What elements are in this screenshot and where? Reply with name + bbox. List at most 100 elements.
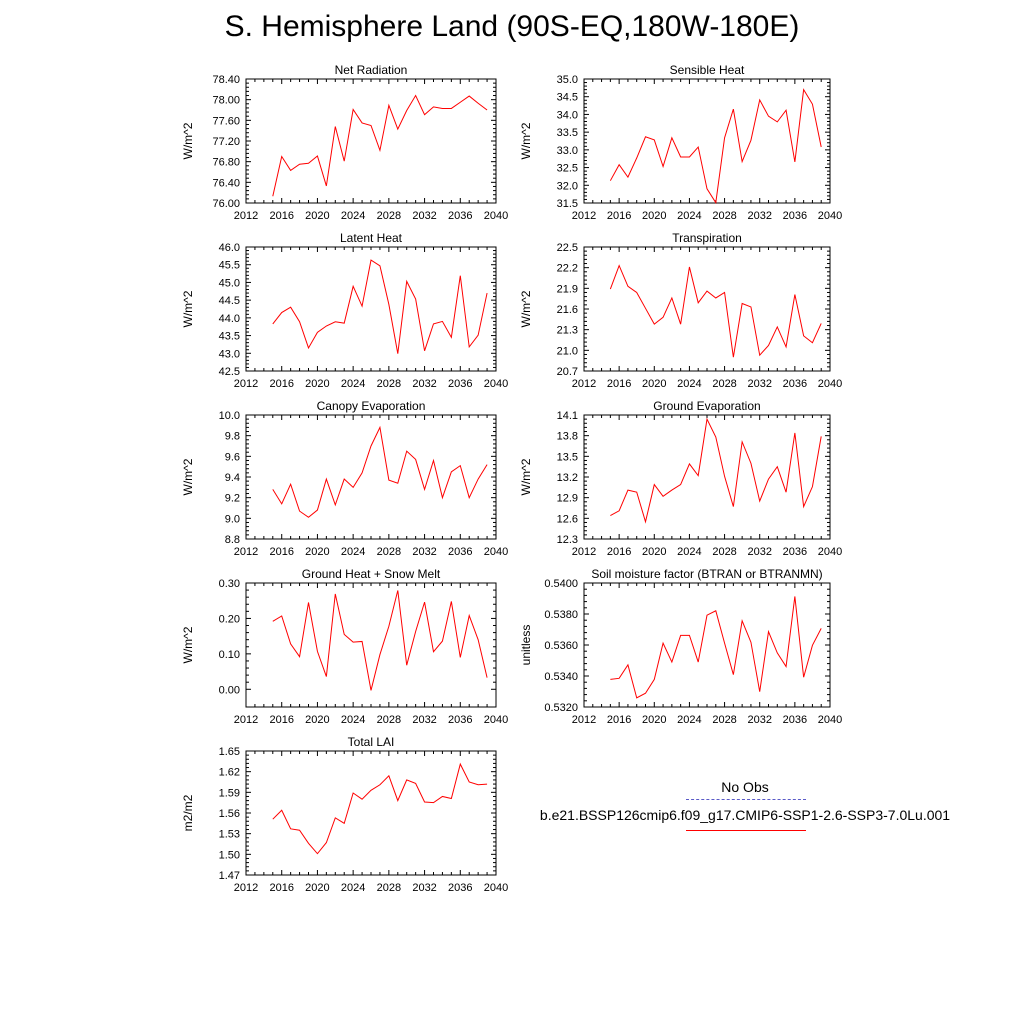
panel-2-xtick-label: 2028 — [712, 210, 736, 222]
legend-model-label: b.e21.BSSP126cmip6.f09_g17.CMIP6-SSP1-2.… — [539, 807, 951, 823]
panel-4-ytick-label: 21.0 — [557, 345, 578, 357]
panel-1-ytick-label: 77.60 — [212, 115, 240, 127]
panel-3-ytick-label: 46.0 — [219, 242, 240, 254]
panel-7-ytick-label: 0.30 — [219, 578, 240, 590]
panel-2-ytick-label: 35.0 — [557, 74, 578, 86]
panel-6-ytick-label: 13.2 — [557, 472, 578, 484]
panel-6-xtick-label: 2036 — [783, 546, 807, 558]
panel-3-ytick-label: 43.0 — [219, 348, 240, 360]
panel-4-frame — [583, 246, 831, 372]
panel-9-ytick-label: 1.47 — [219, 870, 240, 882]
panel-4-ylabel: W/m^2 — [519, 290, 533, 327]
panel-2-xtick-label: 2016 — [607, 210, 631, 222]
panel-3-ytick-label: 44.5 — [219, 295, 240, 307]
panel-4-ytick-label: 20.7 — [557, 366, 578, 378]
panel-2-series-line — [609, 88, 822, 205]
legend-obs-line — [686, 799, 806, 800]
panel-3-ylabel: W/m^2 — [181, 290, 195, 327]
panel-4-ytick-label: 21.3 — [557, 325, 578, 337]
panel-6-xtick-label: 2024 — [677, 546, 701, 558]
panel-1-ylabel: W/m^2 — [181, 122, 195, 159]
panel-6-ytick-label: 13.5 — [557, 451, 578, 463]
panel-5-xtick-label: 2040 — [484, 546, 508, 558]
panel-1-xtick-label: 2032 — [412, 210, 436, 222]
panel-7-xtick-label: 2012 — [234, 714, 258, 726]
panel-5-ytick-label: 9.6 — [225, 451, 240, 463]
panel-4-xtick-label: 2036 — [783, 378, 807, 390]
panel-7-xtick-label: 2040 — [484, 714, 508, 726]
panel-5-xtick-label: 2012 — [234, 546, 258, 558]
panel-4-xtick-label: 2024 — [677, 378, 701, 390]
panel-8-xtick-label: 2032 — [747, 714, 771, 726]
panel-2-xtick-label: 2040 — [818, 210, 842, 222]
panel-8-xtick-label: 2020 — [642, 714, 666, 726]
panel-2-title: Sensible Heat — [670, 63, 745, 77]
panel-7-title: Ground Heat + Snow Melt — [302, 567, 441, 581]
legend-model-line — [686, 830, 806, 831]
panel-7-xtick-label: 2032 — [412, 714, 436, 726]
panel-2-xtick-label: 2032 — [747, 210, 771, 222]
panel-4-ytick-label: 22.5 — [557, 242, 578, 254]
panel-3-ytick-label: 42.5 — [219, 366, 240, 378]
figure-title: S. Hemisphere Land (90S-EQ,180W-180E) — [224, 10, 800, 43]
panel-8-ytick-label: 0.5360 — [544, 640, 578, 652]
panel-7-xtick-label: 2036 — [448, 714, 472, 726]
panel-3-series-line — [272, 259, 488, 354]
panel-5-series-line — [272, 425, 488, 518]
panel-7-ytick-label: 0.20 — [219, 613, 240, 625]
panel-2-ytick-label: 34.5 — [557, 92, 578, 104]
panel-2-ytick-label: 32.5 — [557, 163, 578, 175]
panel-5-xtick-label: 2032 — [412, 546, 436, 558]
panel-1-frame — [245, 78, 497, 204]
panel-4-xtick-label: 2012 — [572, 378, 596, 390]
panel-1-ytick-label: 77.20 — [212, 136, 240, 148]
panel-5-ytick-label: 9.8 — [225, 431, 240, 443]
panel-9-xtick-label: 2016 — [269, 882, 293, 894]
panel-5-xtick-label: 2020 — [305, 546, 329, 558]
panel-3-xtick-label: 2032 — [412, 378, 436, 390]
panel-2-xtick-label: 2036 — [783, 210, 807, 222]
panel-6-xtick-label: 2012 — [572, 546, 596, 558]
panel-1-xtick-label: 2024 — [341, 210, 365, 222]
panel-6-frame — [583, 414, 831, 540]
panel-7-xtick-label: 2024 — [341, 714, 365, 726]
panel-8-title: Soil moisture factor (BTRAN or BTRANMN) — [591, 567, 822, 581]
panel-8-xtick-label: 2036 — [783, 714, 807, 726]
panel-9-xtick-label: 2020 — [305, 882, 329, 894]
panel-1-ytick-label: 76.00 — [212, 198, 240, 210]
panel-6-xtick-label: 2040 — [818, 546, 842, 558]
panel-1-xtick-label: 2040 — [484, 210, 508, 222]
panel-9-xtick-label: 2040 — [484, 882, 508, 894]
panel-9-xtick-label: 2036 — [448, 882, 472, 894]
panel-6-ytick-label: 13.8 — [557, 431, 578, 443]
panel-6-ytick-label: 12.3 — [557, 534, 578, 546]
panel-7-ylabel: W/m^2 — [181, 626, 195, 663]
panel-6-ytick-label: 14.1 — [557, 410, 578, 422]
panel-3-xtick-label: 2036 — [448, 378, 472, 390]
panel-4-xtick-label: 2020 — [642, 378, 666, 390]
panel-1-ytick-label: 76.40 — [212, 177, 240, 189]
panel-7-xtick-label: 2020 — [305, 714, 329, 726]
panel-8-frame — [583, 582, 831, 708]
panel-5-xtick-label: 2024 — [341, 546, 365, 558]
panel-5-xtick-label: 2016 — [269, 546, 293, 558]
panel-2-xtick-label: 2020 — [642, 210, 666, 222]
panel-2-ytick-label: 32.0 — [557, 180, 578, 192]
panel-8-ytick-label: 0.5340 — [544, 671, 578, 683]
panel-4-xtick-label: 2028 — [712, 378, 736, 390]
panel-1-series-line — [272, 94, 488, 197]
panel-4-series-line — [609, 264, 822, 358]
panel-9-ytick-label: 1.62 — [219, 767, 240, 779]
panel-3-xtick-label: 2028 — [377, 378, 401, 390]
panel-6-series-line — [610, 417, 822, 524]
panel-1-xtick-label: 2036 — [448, 210, 472, 222]
panel-5-xtick-label: 2028 — [377, 546, 401, 558]
panel-8-xtick-label: 2024 — [677, 714, 701, 726]
panel-6-xtick-label: 2016 — [607, 546, 631, 558]
panel-3-xtick-label: 2012 — [234, 378, 258, 390]
panel-9-ytick-label: 1.59 — [219, 787, 240, 799]
panel-3-ytick-label: 43.5 — [219, 331, 240, 343]
panel-8-xtick-label: 2012 — [572, 714, 596, 726]
panel-2-xtick-label: 2012 — [572, 210, 596, 222]
